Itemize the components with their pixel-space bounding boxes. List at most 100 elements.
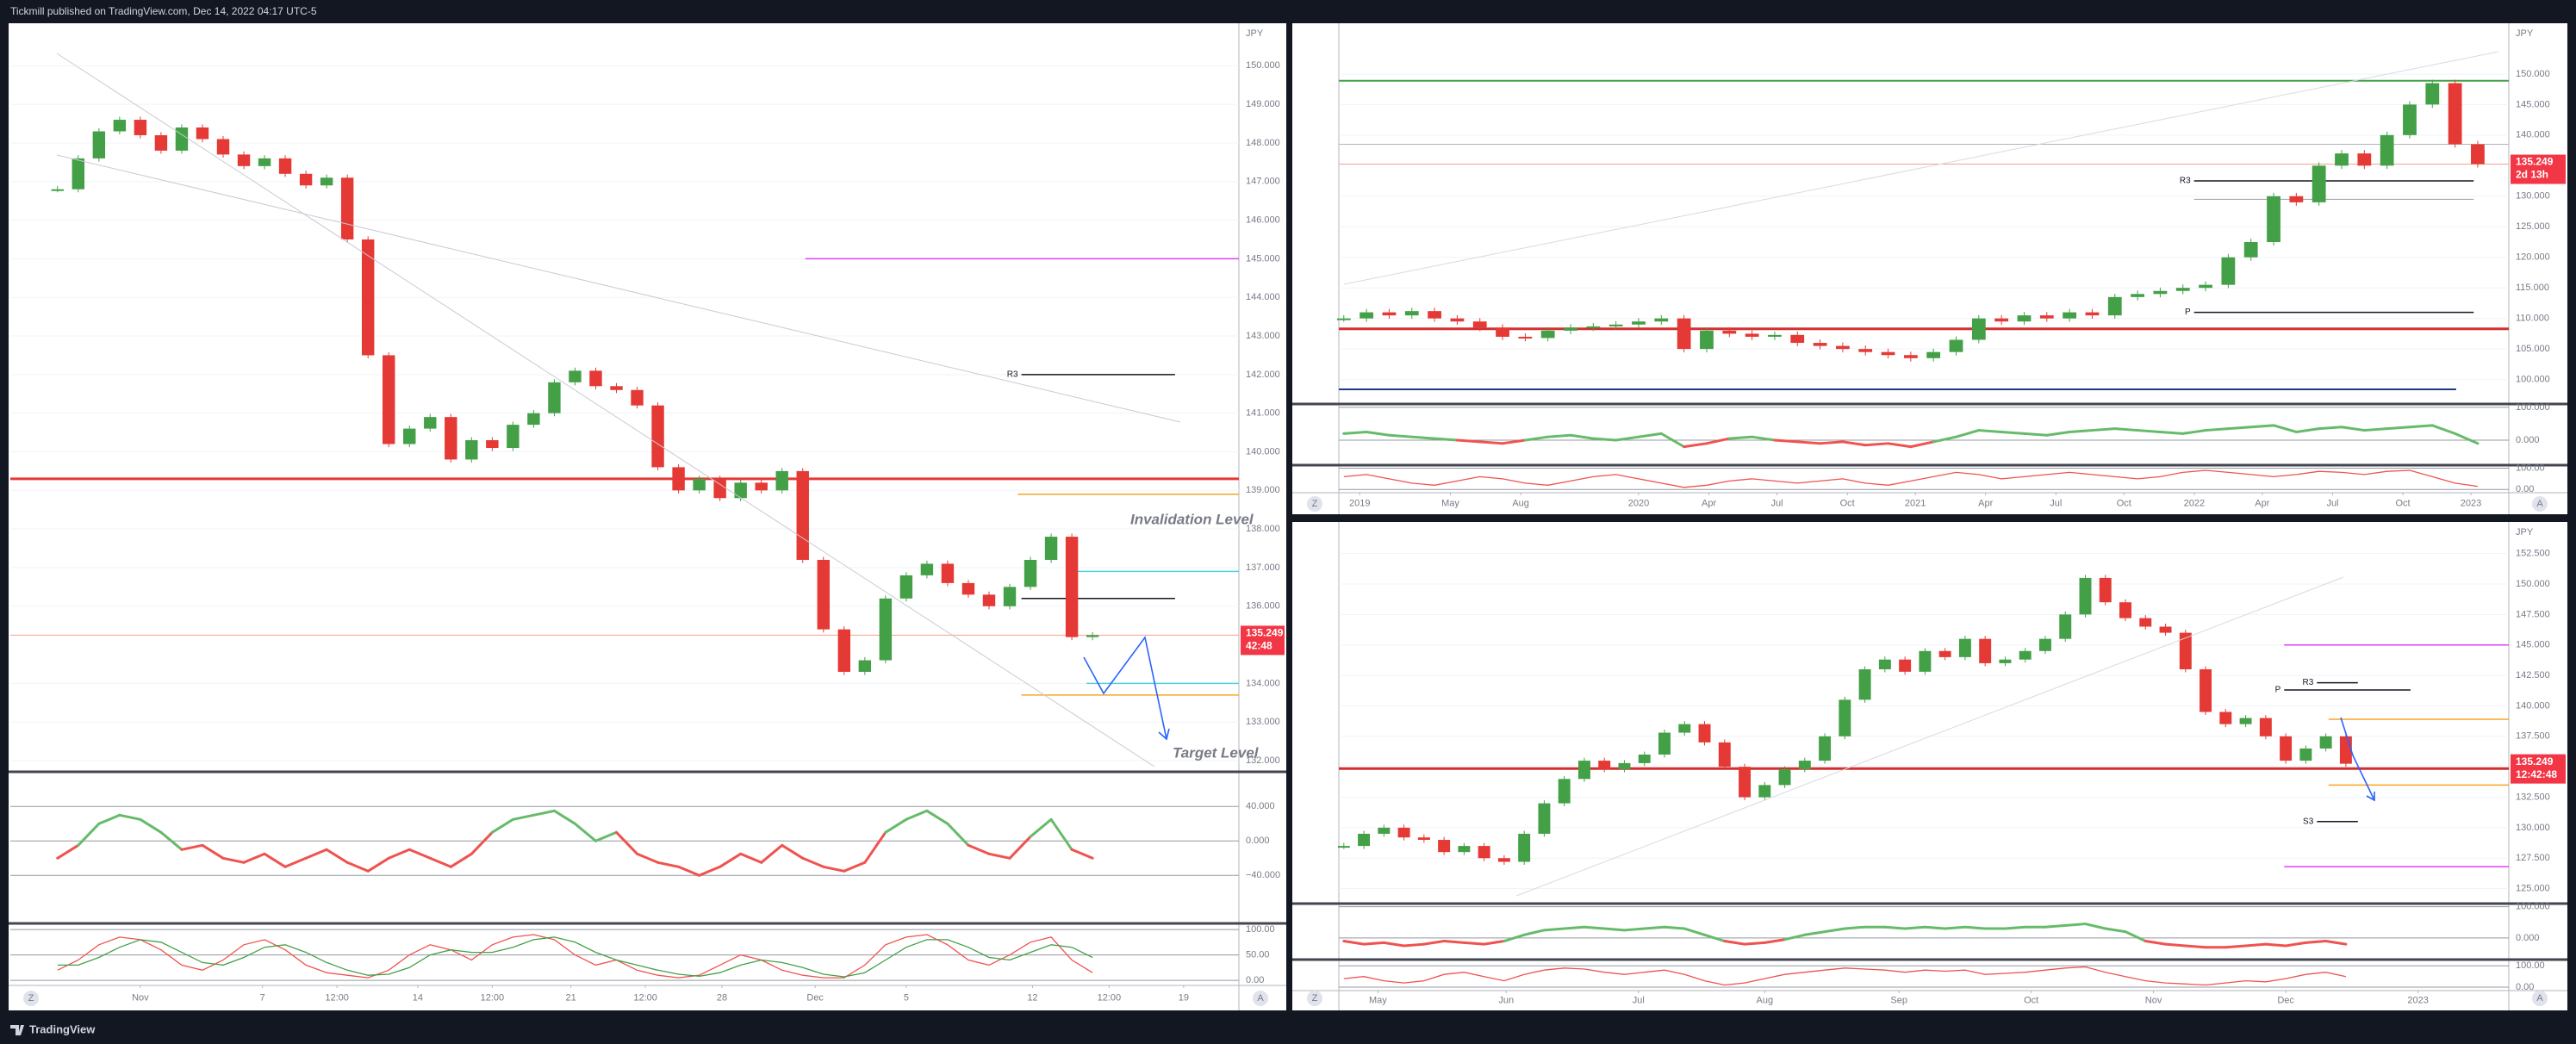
x-tick-label: Jul [2326,498,2338,508]
candle [796,470,809,560]
indicator-segment [2068,429,2094,433]
indicator-tick-label: 50.00 [1246,949,1270,960]
price-countdown: 12:42:48 [2516,768,2557,780]
candle [2425,83,2440,105]
candle [1438,840,1451,853]
indicator-segment [967,843,991,855]
indicator-segment [1727,435,1754,440]
indicator-line [1343,469,2478,488]
indicator-segment [1887,442,1913,449]
indicator-segment [2003,925,2027,930]
indicator-segment [2204,427,2230,432]
auto-button[interactable] [2532,991,2548,1006]
auto-button[interactable] [1253,991,1268,1006]
zoom-label[interactable]: Z [28,993,34,1004]
x-tick-label: Aug [1512,498,1529,508]
price-countdown: 2d 13h [2516,169,2548,181]
x-tick-label: 19 [1179,992,1189,1003]
candle [1086,635,1099,637]
candle [403,428,416,444]
indicator-segment [1705,437,1731,445]
indicator-segment [594,830,619,842]
y-tick-label: 148.000 [1246,138,1280,148]
candle [1700,330,1714,350]
indicator-segment [1763,938,1787,944]
candle [1881,351,1895,356]
indicator-segment [532,809,556,817]
candle [2219,712,2232,724]
indicator-tick-label: 100.000 [2516,402,2550,413]
indicator-segment [1883,925,1907,930]
indicator-segment [2181,429,2207,435]
indicator-segment [656,861,681,868]
candle [1835,345,1850,350]
panel-background [1292,23,2567,514]
indicator-segment [139,817,163,834]
indicator-segment [1462,941,1486,946]
indicator-segment [2294,427,2321,433]
price-label: 135.249 [2516,755,2554,767]
indicator-segment [801,856,825,868]
indicator-segment [345,861,370,873]
zoom-button[interactable] [1307,496,1322,512]
candle [299,173,313,186]
x-tick-label: Dec [2277,995,2294,1005]
y-tick-label: 132.000 [1246,755,1280,766]
indicator-segment [1422,940,1446,946]
indicator-segment [1841,440,1867,447]
trend-line [1515,576,2344,897]
y-tick-label: 134.000 [1246,678,1280,688]
indicator-segment [1410,435,1436,440]
candle [982,594,996,606]
x-tick-label: 5 [904,992,909,1003]
footer: TradingView [10,1022,96,1035]
zoom-label[interactable]: Z [1312,993,1318,1004]
indicator-segment [2090,427,2117,432]
indicator-segment [1563,925,1586,930]
indicator-segment [2304,940,2328,944]
y-tick-label: 142.000 [1246,370,1280,380]
indicator-segment [1659,432,1686,449]
indicator-tick-label: 0.00 [1246,975,1264,985]
auto-label[interactable]: A [1257,993,1264,1004]
indicator-segment [1751,435,1776,442]
y-tick-label: 145.000 [2516,640,2550,650]
candle [2153,290,2168,295]
zoom-button[interactable] [1307,991,1322,1006]
indicator-segment [2340,426,2366,432]
indicator-segment [2408,424,2434,429]
zoom-button[interactable] [23,991,39,1006]
auto-label[interactable]: A [2536,993,2543,1004]
candle [1903,355,1918,358]
x-tick-label: Oct [2396,498,2411,508]
candle [1926,351,1941,358]
candle [465,440,478,460]
x-tick-label: 12:00 [481,992,505,1003]
candle [1677,318,1691,350]
y-tick-label: 142.500 [2516,670,2550,680]
candle [1858,349,1873,352]
candle [2319,736,2332,749]
candle [651,405,664,468]
y-tick-label: 145.000 [1246,253,1280,264]
brand: TradingView [29,1022,96,1035]
auto-button[interactable] [2532,496,2548,512]
candle [2131,294,2144,297]
candle [1658,732,1671,755]
indicator-segment [1955,429,1981,438]
zoom-label[interactable]: Z [1312,499,1318,509]
candle [1598,761,1611,769]
candle [1718,742,1731,767]
candle [1337,846,1350,848]
candle [1577,761,1590,780]
y-tick-label: 110.000 [2516,314,2549,324]
auto-label[interactable]: A [2536,499,2543,509]
indicator-segment [1442,940,1465,944]
annotation: Invalidation Level [1130,511,1254,527]
candle [1745,333,1759,337]
indicator-segment [573,822,597,842]
indicator-segment [2022,432,2049,437]
indicator-segment [2136,429,2162,433]
indicator-segment [781,843,805,860]
